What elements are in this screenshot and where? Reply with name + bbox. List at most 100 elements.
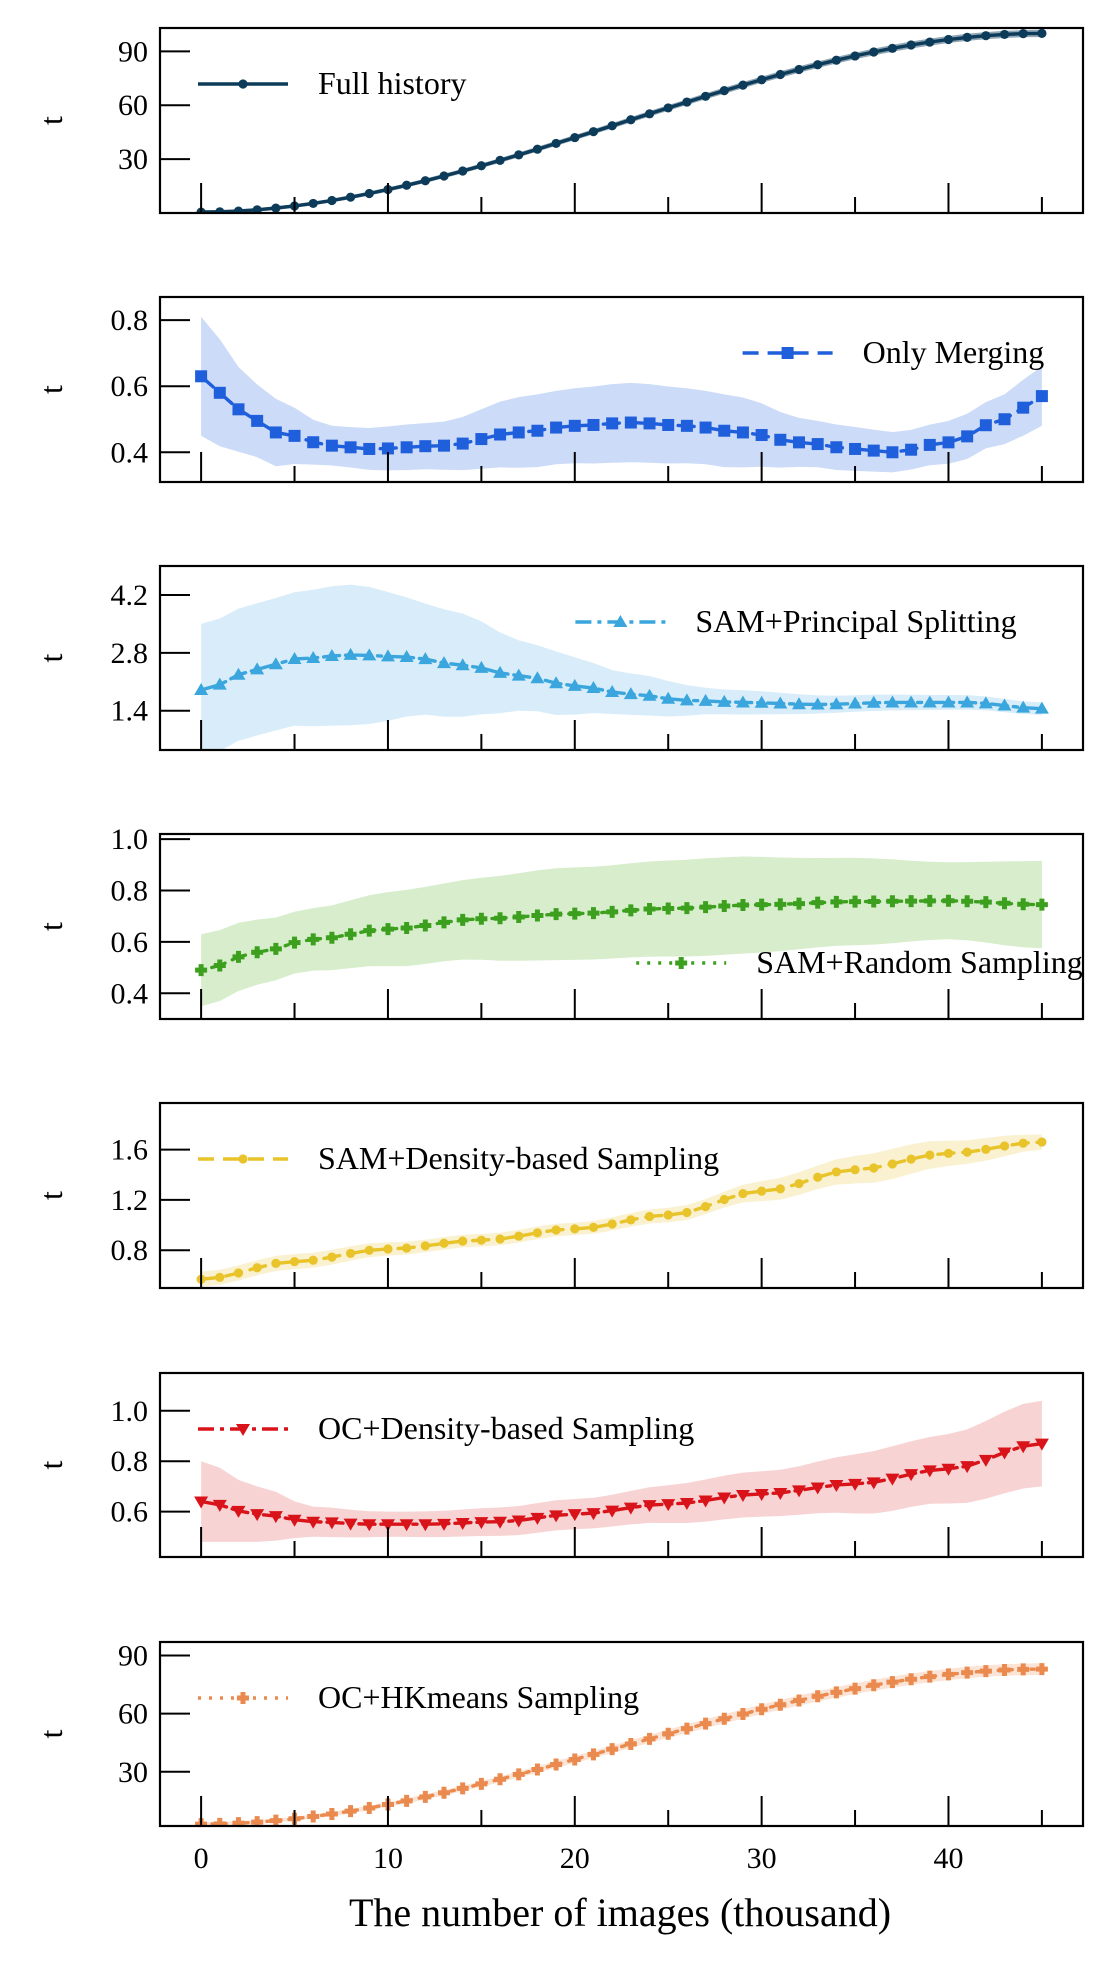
y-tick-label: 60 — [118, 89, 148, 122]
confidence-band — [201, 316, 1042, 473]
axes-frame — [158, 295, 1085, 484]
data-point-marker — [215, 1272, 225, 1282]
data-point-marker — [531, 1763, 544, 1776]
data-point-marker — [531, 424, 544, 437]
data-point-marker — [830, 1686, 843, 1699]
data-point-marker — [962, 1147, 972, 1157]
data-point-marker — [606, 417, 619, 430]
data-point-marker — [925, 37, 935, 47]
data-point-marker — [867, 1679, 880, 1692]
data-point-marker — [530, 1512, 545, 1525]
series-line — [199, 374, 1044, 455]
data-point-marker — [773, 696, 788, 709]
data-point-marker — [586, 681, 601, 694]
data-point-marker — [997, 698, 1012, 711]
data-point-marker — [324, 648, 339, 661]
data-point-marker — [287, 1514, 302, 1527]
data-point-marker — [642, 688, 657, 701]
data-point-marker — [680, 902, 693, 915]
data-point-marker — [231, 1505, 246, 1518]
data-point-marker — [551, 1225, 561, 1235]
data-point-marker — [587, 418, 600, 431]
legend-label: SAM+Density-based Sampling — [318, 1140, 719, 1176]
data-point-marker — [699, 421, 712, 434]
data-point-marker — [512, 426, 525, 439]
data-point-marker — [643, 1732, 656, 1745]
series-line — [199, 31, 1044, 213]
data-point-marker — [754, 695, 769, 708]
data-point-marker — [588, 1222, 599, 1233]
data-point-marker — [624, 1738, 637, 1751]
data-point-marker — [345, 1248, 356, 1259]
data-point-marker — [343, 1518, 358, 1531]
data-point-marker — [698, 693, 713, 706]
data-point-marker — [456, 913, 469, 926]
data-point-marker — [905, 443, 918, 456]
data-point-marker — [775, 69, 785, 80]
data-point-marker — [755, 429, 768, 442]
data-point-marker — [419, 1790, 432, 1803]
confidence-band — [201, 856, 1042, 1007]
data-point-marker — [757, 1186, 767, 1196]
data-point-marker — [810, 1482, 825, 1495]
data-point-marker — [849, 442, 862, 455]
legend-label: Full history — [318, 65, 466, 101]
confidence-band — [201, 1663, 1042, 1826]
data-point-marker — [1035, 898, 1048, 911]
data-point-marker — [380, 649, 395, 662]
data-point-marker — [288, 429, 301, 442]
data-point-marker — [961, 895, 974, 908]
data-point-marker — [624, 904, 637, 917]
data-point-marker — [1035, 390, 1048, 403]
data-point-marker — [905, 1673, 918, 1686]
data-point-marker — [363, 924, 376, 937]
data-point-marker — [700, 91, 711, 101]
y-tick-label: 1.0 — [111, 1395, 149, 1428]
data-point-marker — [866, 1477, 881, 1490]
data-point-marker — [381, 442, 394, 455]
data-point-marker — [514, 1231, 524, 1241]
y-tick-label: 90 — [118, 35, 148, 68]
data-point-marker — [613, 615, 628, 627]
data-point-marker — [717, 1492, 732, 1505]
data-point-marker — [215, 207, 225, 213]
data-point-marker — [271, 203, 281, 213]
data-point-marker — [1034, 701, 1049, 714]
data-point-marker — [287, 652, 302, 665]
data-point-marker — [570, 132, 580, 143]
data-point-marker — [644, 1211, 655, 1222]
data-point-marker — [662, 1727, 675, 1740]
data-point-marker — [922, 1465, 937, 1478]
axes-frame — [158, 1371, 1085, 1559]
data-point-marker — [624, 416, 637, 429]
data-point-marker — [849, 1682, 862, 1695]
data-point-marker — [233, 206, 244, 213]
data-point-marker — [455, 658, 470, 671]
data-point-marker — [418, 1519, 433, 1532]
data-point-marker — [400, 922, 413, 935]
data-point-marker — [233, 1268, 244, 1278]
data-point-marker — [719, 1194, 729, 1205]
data-point-marker — [793, 436, 805, 449]
x-tick-label: 0 — [194, 1842, 209, 1875]
data-point-marker — [605, 685, 620, 698]
data-point-marker — [588, 127, 599, 137]
data-point-marker — [458, 166, 468, 176]
data-point-marker — [662, 902, 675, 915]
data-point-marker — [418, 652, 433, 665]
data-point-marker — [213, 386, 226, 399]
data-point-marker — [623, 1502, 638, 1515]
data-point-marker — [829, 1479, 844, 1492]
data-point-marker — [362, 648, 377, 661]
y-axis-label: t — [33, 922, 69, 931]
data-point-marker — [998, 1664, 1011, 1677]
data-point-marker — [680, 1722, 693, 1735]
data-point-marker — [250, 662, 265, 675]
data-point-marker — [420, 1241, 430, 1251]
data-point-marker — [232, 950, 245, 963]
data-point-marker — [642, 1500, 657, 1513]
data-point-marker — [307, 436, 320, 449]
y-tick-label: 1.6 — [111, 1134, 149, 1167]
panel-3: 1.4 2.8 4.2 t SAM+Principal Splitting — [33, 564, 1085, 752]
data-point-marker — [999, 1141, 1010, 1151]
